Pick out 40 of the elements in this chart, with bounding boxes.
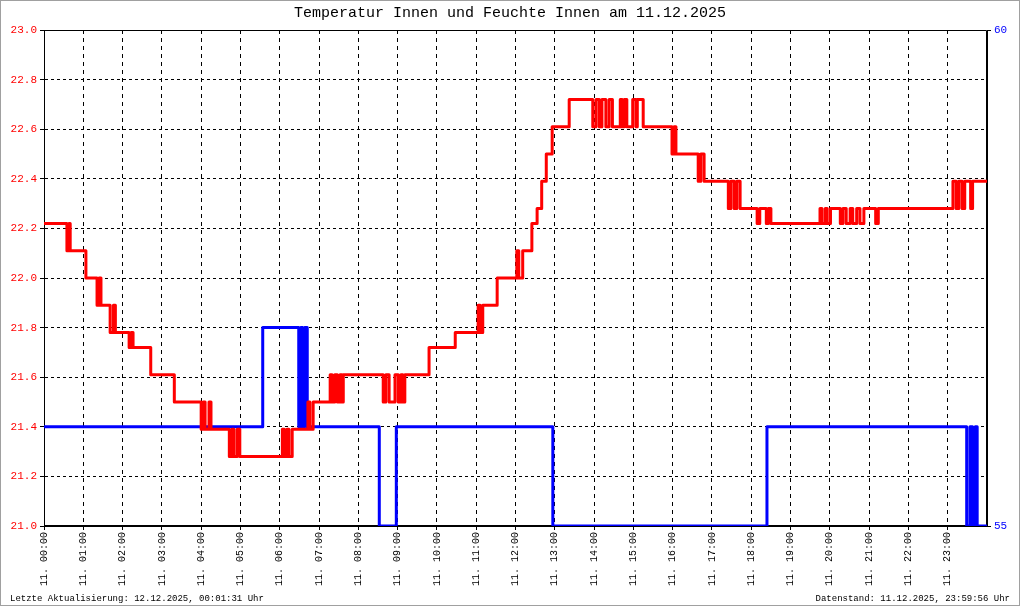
x-tick-label: 11. 00:00 bbox=[38, 532, 50, 587]
x-tick-label: 11. 10:00 bbox=[431, 532, 443, 587]
y-tick-label: 21.2 bbox=[10, 470, 37, 483]
x-tick-label: 11. 15:00 bbox=[628, 532, 640, 587]
x-tick-label: 11. 12:00 bbox=[510, 532, 522, 587]
x-tick-label: 11. 01:00 bbox=[77, 532, 89, 587]
y-tick-label: 21.6 bbox=[10, 371, 37, 384]
y-tick-label: 22.6 bbox=[10, 123, 37, 136]
x-tick-label: 11. 13:00 bbox=[549, 532, 561, 587]
x-tick-label: 11. 19:00 bbox=[785, 532, 797, 587]
x-tick-label: 11. 17:00 bbox=[706, 532, 718, 587]
x-tick-label: 11. 06:00 bbox=[274, 532, 286, 587]
x-tick-label: 11. 21:00 bbox=[863, 532, 875, 587]
x-tick-label: 11. 03:00 bbox=[156, 532, 168, 587]
x-tick-label: 11. 09:00 bbox=[392, 532, 404, 587]
x-tick-label: 11. 20:00 bbox=[824, 532, 836, 587]
text: Letzte Aktualisierung: 12.12.2025, 00:01:31 Uhr bbox=[10, 594, 264, 604]
y-tick-label: 21.0 bbox=[10, 519, 37, 532]
x-tick-label: 11. 08:00 bbox=[352, 532, 364, 587]
x-tick-label: 11. 02:00 bbox=[117, 532, 129, 587]
y-tick-label: 21.8 bbox=[10, 321, 37, 334]
x-tick-label: 11. 23:00 bbox=[942, 532, 954, 587]
x-tick-label: 11. 04:00 bbox=[195, 532, 207, 587]
y2-tick-label: 60 bbox=[994, 23, 1008, 36]
x-tick-label: 11. 18:00 bbox=[745, 532, 757, 587]
y-tick-label: 22.8 bbox=[10, 73, 37, 86]
x-tick-label: 11. 16:00 bbox=[667, 532, 679, 587]
y2-tick-label: 55 bbox=[994, 519, 1008, 532]
x-tick-label: 11. 07:00 bbox=[313, 532, 325, 587]
chart-title: Temperatur Innen und Feuchte Innen am 11.12.2025 bbox=[293, 5, 727, 22]
x-tick-label: 11. 14:00 bbox=[588, 532, 600, 587]
x-tick-label: 11. 05:00 bbox=[235, 532, 247, 587]
y-tick-label: 23.0 bbox=[10, 23, 37, 36]
x-tick-label: 11. 22:00 bbox=[903, 532, 915, 587]
text: Datenstand: 11.12.2025, 23:59:56 Uhr bbox=[815, 594, 1010, 604]
x-tick-label: 11. 11:00 bbox=[470, 532, 482, 587]
y-tick-label: 22.0 bbox=[10, 271, 37, 284]
y-tick-label: 21.4 bbox=[10, 420, 38, 433]
y-tick-label: 22.4 bbox=[10, 172, 38, 185]
y-tick-label: 22.2 bbox=[10, 222, 37, 235]
